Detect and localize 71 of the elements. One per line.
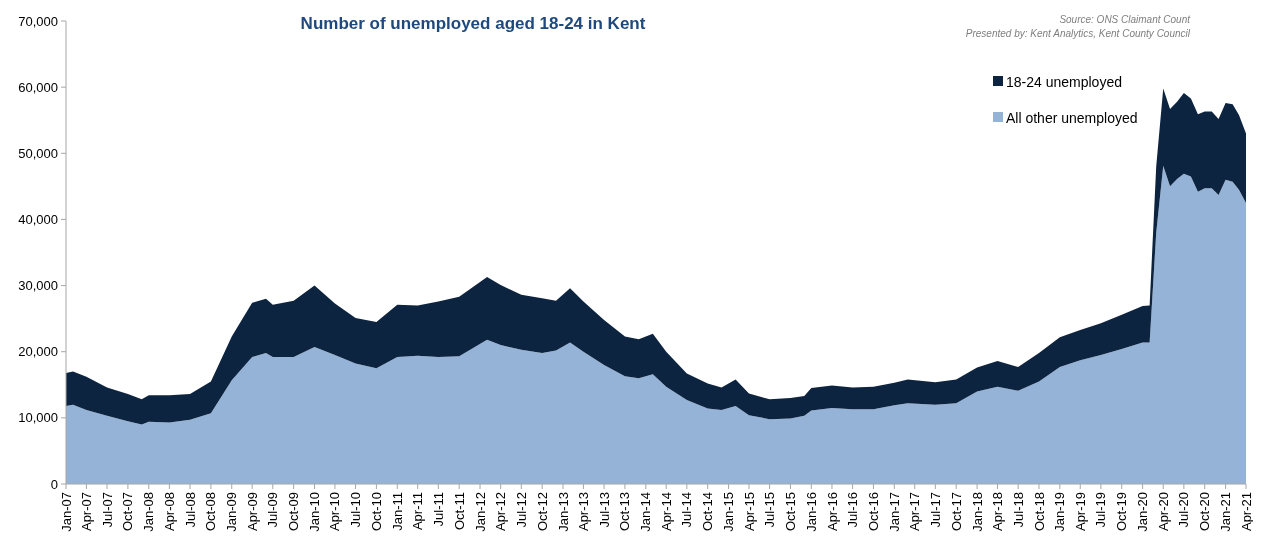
x-tick-label: Jan-18 bbox=[969, 492, 985, 532]
x-tick-label: Apr-07 bbox=[78, 492, 94, 532]
x-tick-label: Jan-11 bbox=[389, 492, 405, 531]
x-tick-label: Jan-07 bbox=[58, 492, 74, 532]
x-tick-label: Jul-14 bbox=[679, 492, 695, 528]
x-tick-label: Apr-13 bbox=[575, 492, 591, 532]
x-tick-label: Jan-20 bbox=[1135, 492, 1151, 532]
x-tick-label: Jan-15 bbox=[721, 492, 737, 532]
x-tick-label: Apr-10 bbox=[327, 492, 343, 532]
x-tick-label: Apr-20 bbox=[1155, 492, 1171, 532]
x-tick-label: Jul-16 bbox=[845, 492, 861, 528]
x-tick-label: Jul-13 bbox=[596, 492, 612, 528]
x-tick-label: Jan-12 bbox=[472, 492, 488, 532]
y-tick-label: 70,000 bbox=[18, 13, 58, 29]
x-tick-label: Jul-08 bbox=[182, 492, 198, 528]
x-tick-label: Jan-13 bbox=[555, 492, 571, 532]
x-tick-label: Oct-20 bbox=[1197, 492, 1213, 532]
y-tick-label: 60,000 bbox=[18, 79, 58, 95]
x-tick-label: Oct-19 bbox=[1114, 492, 1130, 532]
x-tick-label: Jul-12 bbox=[513, 492, 529, 528]
x-tick-label: Oct-15 bbox=[783, 492, 799, 532]
x-tick-label: Oct-14 bbox=[700, 492, 716, 532]
x-tick-label: Oct-18 bbox=[1031, 492, 1047, 532]
x-tick-label: Jan-16 bbox=[803, 492, 819, 532]
x-tick-label: Apr-19 bbox=[1072, 492, 1088, 532]
annotation: Source: ONS Claimant Count bbox=[1059, 14, 1192, 25]
annotation: Presented by: Kent Analytics, Kent County Council bbox=[965, 28, 1191, 39]
x-tick-label: Jul-15 bbox=[762, 492, 778, 528]
x-tick-label: Jul-17 bbox=[927, 492, 943, 528]
x-tick-label: Jul-09 bbox=[265, 492, 281, 528]
y-tick-label: 50,000 bbox=[18, 145, 58, 161]
y-tick-label: 20,000 bbox=[18, 344, 58, 360]
x-tick-label: Jan-19 bbox=[1052, 492, 1068, 532]
x-tick-label: Jan-17 bbox=[886, 492, 902, 532]
x-tick-label: Jan-09 bbox=[224, 492, 240, 532]
x-tick-label: Jan-10 bbox=[307, 492, 323, 532]
x-tick-label: Oct-10 bbox=[368, 492, 384, 532]
x-tick-label: Jan-08 bbox=[141, 492, 157, 532]
x-tick-label: Apr-09 bbox=[244, 492, 260, 532]
x-tick-label: Oct-17 bbox=[948, 492, 964, 532]
x-tick-label: Apr-11 bbox=[410, 492, 426, 531]
x-tick-label: Oct-12 bbox=[534, 492, 550, 532]
y-tick-label: 0 bbox=[50, 476, 58, 492]
x-tick-label: Jan-14 bbox=[638, 492, 654, 532]
x-tick-label: Jul-18 bbox=[1010, 492, 1026, 528]
x-tick-label: Oct-09 bbox=[286, 492, 302, 532]
x-tick-label: Jan-21 bbox=[1218, 492, 1234, 532]
x-tick-label: Apr-14 bbox=[658, 492, 674, 532]
x-tick-label: Jul-10 bbox=[348, 492, 364, 528]
x-tick-label: Jul-11 bbox=[430, 492, 446, 527]
x-tick-label: Apr-08 bbox=[161, 492, 177, 532]
x-tick-label: Jul-07 bbox=[99, 492, 115, 528]
y-tick-label: 10,000 bbox=[18, 410, 58, 426]
x-tick-label: Oct-16 bbox=[866, 492, 881, 532]
y-tick-label: 40,000 bbox=[18, 211, 58, 227]
x-tick-label: Apr-16 bbox=[824, 492, 840, 532]
x-tick-label: Apr-12 bbox=[493, 492, 509, 532]
x-tick-label: Apr-17 bbox=[907, 492, 923, 532]
x-tick-label: Jul-19 bbox=[1093, 492, 1109, 528]
y-tick-label: 30,000 bbox=[18, 278, 58, 294]
x-tick-label: Apr-18 bbox=[990, 492, 1006, 532]
x-tick-label: Oct-11 bbox=[451, 492, 467, 531]
legend-label: 18-24 unemployed bbox=[1006, 73, 1122, 90]
chart-title: Number of unemployed aged 18-24 in Kent bbox=[300, 14, 646, 33]
x-tick-label: Jul-20 bbox=[1176, 492, 1192, 528]
x-tick-label: Oct-07 bbox=[120, 492, 136, 532]
legend-label: All other unemployed bbox=[1006, 109, 1138, 126]
x-tick-label: Apr-15 bbox=[741, 492, 757, 532]
x-tick-label: Apr-21 bbox=[1238, 492, 1254, 532]
x-tick-label: Oct-13 bbox=[617, 492, 633, 532]
x-tick-label: Oct-08 bbox=[203, 492, 219, 532]
